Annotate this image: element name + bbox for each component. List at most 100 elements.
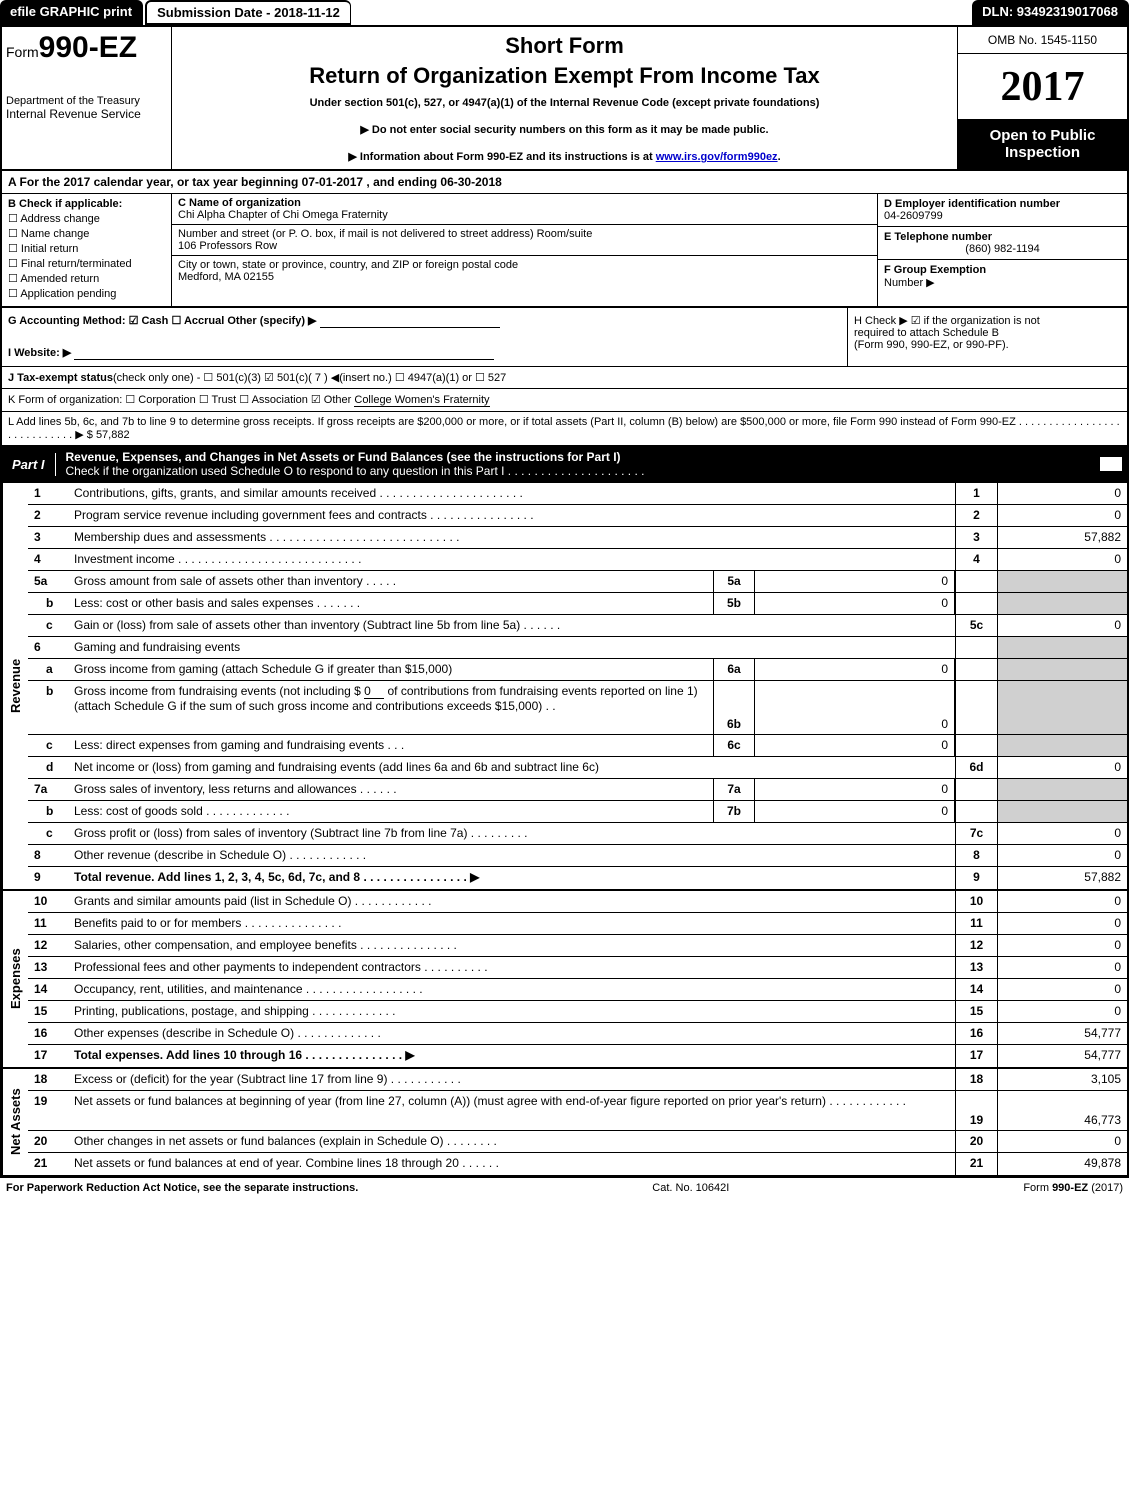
row-ghi: G Accounting Method: ☑ Cash ☐ Accrual Ot… [2,308,1127,367]
line-6b-subval: 0 [755,681,955,734]
line-15-rval: 0 [997,1001,1127,1022]
revenue-region: Revenue 1 Contributions, gifts, grants, … [2,483,1127,891]
submission-date-button[interactable]: Submission Date - 2018-11-12 [145,0,351,25]
h-line1: H Check ▶ ☑ if the organization is not [854,314,1121,327]
expenses-region: Expenses 10Grants and similar amounts pa… [2,891,1127,1069]
line-5a-subnum: 5a [713,571,755,592]
line-7c-rnum: 7c [955,823,997,844]
col-c-org-info: C Name of organization Chi Alpha Chapter… [172,194,877,306]
part1-label: Part I [2,453,56,476]
line-5b-subval: 0 [755,593,955,614]
line-5c-num: c [28,615,70,636]
line-19-num: 19 [28,1091,70,1130]
line-20-rval: 0 [997,1131,1127,1152]
col-h: H Check ▶ ☑ if the organization is not r… [847,308,1127,366]
efile-print-button[interactable]: efile GRAPHIC print [0,0,143,25]
line-2-desc: Program service revenue including govern… [70,505,955,526]
line-20: 20Other changes in net assets or fund ba… [28,1131,1127,1153]
line-6b-rval-shaded [997,681,1127,734]
line-16-rval: 54,777 [997,1023,1127,1044]
info-prefix: ▶ Information about Form 990-EZ and its … [348,151,655,163]
revenue-lines: 1 Contributions, gifts, grants, and simi… [28,483,1127,889]
form-990ez-label: 990-EZ [39,31,137,64]
check-application-pending[interactable]: ☐ Application pending [8,287,165,300]
i-website-blank[interactable] [74,347,494,360]
line-7b-rval-shaded [997,801,1127,822]
line-10-rval: 0 [997,891,1127,912]
dln-badge: DLN: 93492319017068 [972,0,1129,25]
line-10-desc: Grants and similar amounts paid (list in… [70,891,955,912]
line-5b-desc: Less: cost or other basis and sales expe… [70,593,713,614]
line-6a-subnum: 6a [713,659,755,680]
check-name-change[interactable]: ☐ Name change [8,227,165,240]
e-phone-block: E Telephone number (860) 982-1194 [878,227,1127,260]
line-17-desc-text: Total expenses. Add lines 10 through 16 … [74,1048,415,1062]
irs-link[interactable]: www.irs.gov/form990ez [656,151,778,163]
line-6a: a Gross income from gaming (attach Sched… [28,659,1127,681]
line-6c-num: c [28,735,70,756]
line-18: 18Excess or (deficit) for the year (Subt… [28,1069,1127,1091]
line-17-rnum: 17 [955,1045,997,1067]
info-suffix: . [778,151,781,163]
line-21-rval: 49,878 [997,1153,1127,1175]
line-4-rval: 0 [997,549,1127,570]
d-ein-block: D Employer identification number 04-2609… [878,194,1127,227]
side-label-expenses: Expenses [2,891,28,1067]
line-1-rval: 0 [997,483,1127,504]
line-7a-num: 7a [28,779,70,800]
line-20-num: 20 [28,1131,70,1152]
c-addr-block: Number and street (or P. O. box, if mail… [172,225,877,256]
line-14: 14Occupancy, rent, utilities, and mainte… [28,979,1127,1001]
part1-schedule-o-checkbox[interactable]: ☑ [1099,456,1123,472]
line-12-desc: Salaries, other compensation, and employ… [70,935,955,956]
rowA-mid: , and ending [363,175,440,189]
c-addr-label: Number and street (or P. O. box, if mail… [178,228,871,240]
line-2-rnum: 2 [955,505,997,526]
rowA-begin: 07-01-2017 [302,175,363,189]
omb-number: OMB No. 1545-1150 [958,27,1127,54]
footer-right: Form 990-EZ (2017) [1023,1182,1123,1194]
return-title: Return of Organization Exempt From Incom… [180,63,949,89]
i-text: I Website: ▶ [8,347,74,359]
d-label: D Employer identification number [884,198,1121,210]
c-name-value: Chi Alpha Chapter of Chi Omega Fraternit… [178,209,871,221]
open-to-public-badge: Open to Public Inspection [958,119,1127,169]
line-7b-subnum: 7b [713,801,755,822]
row-j: J Tax-exempt status(check only one) - ☐ … [2,367,1127,389]
row-l: L Add lines 5b, 6c, and 7b to line 9 to … [2,412,1127,446]
e-value: (860) 982-1194 [884,243,1121,255]
line-6b-subnum: 6b [713,681,755,734]
line-21-desc: Net assets or fund balances at end of ye… [70,1153,955,1175]
opt-address-change: Address change [20,213,100,225]
opt-amended-return: Amended return [20,273,99,285]
line-7a-subnum: 7a [713,779,755,800]
line-5a: 5a Gross amount from sale of assets othe… [28,571,1127,593]
line-6d-desc: Net income or (loss) from gaming and fun… [70,757,955,778]
line-10-num: 10 [28,891,70,912]
tax-year: 2017 [958,54,1127,119]
check-initial-return[interactable]: ☐ Initial return [8,242,165,255]
line-6c-rval-shaded [997,735,1127,756]
line-6a-desc: Gross income from gaming (attach Schedul… [70,659,713,680]
line-8-rval: 0 [997,845,1127,866]
g-accounting: G Accounting Method: ☑ Cash ☐ Accrual Ot… [8,314,841,328]
line-3-desc: Membership dues and assessments . . . . … [70,527,955,548]
line-12-rnum: 12 [955,935,997,956]
line-7c-rval: 0 [997,823,1127,844]
top-button-bar: efile GRAPHIC print Submission Date - 20… [0,0,1129,25]
line-21-num: 21 [28,1153,70,1175]
line-19-rval: 46,773 [997,1091,1127,1130]
line-7a-desc: Gross sales of inventory, less returns a… [70,779,713,800]
line-16-num: 16 [28,1023,70,1044]
check-final-return[interactable]: ☐ Final return/terminated [8,257,165,270]
line-6a-rval-shaded [997,659,1127,680]
check-amended-return[interactable]: ☐ Amended return [8,272,165,285]
col-def: D Employer identification number 04-2609… [877,194,1127,306]
g-other-blank[interactable] [320,315,500,328]
check-address-change[interactable]: ☐ Address change [8,212,165,225]
line-17-desc: Total expenses. Add lines 10 through 16 … [70,1045,955,1067]
opt-name-change: Name change [21,228,90,240]
line-18-num: 18 [28,1069,70,1090]
line-6d-rval: 0 [997,757,1127,778]
c-city-label: City or town, state or province, country… [178,259,871,271]
